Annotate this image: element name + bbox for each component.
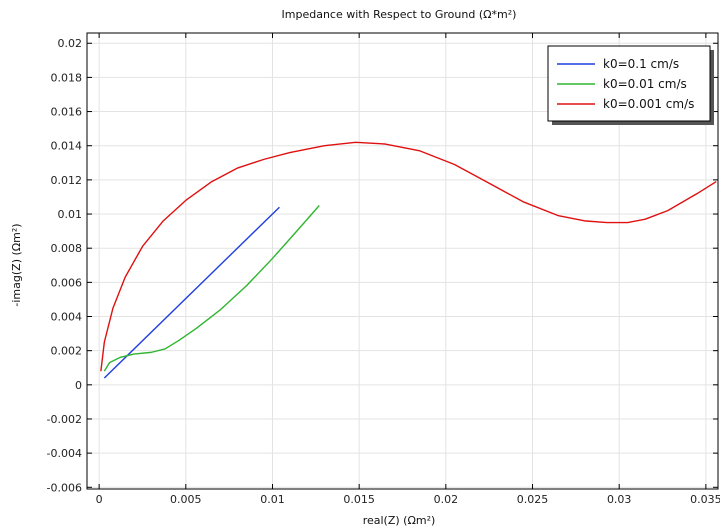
y-tick-label: 0.014 [51,140,83,153]
x-tick-label: 0.035 [690,493,720,506]
legend-items: k0=0.1 cm/s k0=0.01 cm/s k0=0.001 cm/s [557,57,694,111]
y-axis-ticks: -0.006 -0.004 -0.002 0 0.002 0.004 0.006 0.008 0… [47,37,718,494]
y-tick-label: -0.002 [47,413,82,426]
x-tick-label: 0.005 [170,493,202,506]
legend-label: k0=0.01 cm/s [603,77,687,91]
x-tick-label: 0 [96,493,103,506]
y-tick-label: 0.016 [51,106,83,119]
x-tick-label: 0.025 [517,493,549,506]
series-line [103,205,320,372]
y-tick-label: 0.004 [51,311,83,324]
y-tick-label: 0.02 [58,37,83,50]
legend: k0=0.1 cm/s k0=0.01 cm/s k0=0.001 cm/s [547,45,714,125]
chart-title: Impedance with Respect to Ground (Ω*m²) [282,8,517,21]
x-tick-label: 0.02 [434,493,459,506]
series-line [103,206,280,379]
axes [86,32,719,490]
x-tick-label: 0.03 [607,493,632,506]
y-tick-label: 0.006 [51,276,83,289]
y-axis-label: -imag(Z) (Ωm²) [10,223,23,306]
y-tick-label: 0 [75,379,82,392]
y-tick-label: 0.008 [51,242,83,255]
series-line [100,141,717,372]
x-axis-ticks: 0 0.005 0.01 0.015 0.02 0.025 0.03 0.035 [96,33,720,506]
legend-label: k0=0.001 cm/s [603,97,694,111]
legend-label: k0=0.1 cm/s [603,57,679,71]
y-tick-label: 0.01 [58,208,83,221]
y-tick-label: 0.012 [51,174,83,187]
y-tick-label: 0.018 [51,71,83,84]
y-tick-label: -0.004 [47,447,82,460]
plot-frame [86,32,719,490]
x-axis-label: real(Z) (Ωm²) [363,514,436,527]
data-series [100,141,717,379]
y-tick-label: 0.002 [51,345,83,358]
x-tick-label: 0.015 [343,493,375,506]
y-tick-label: -0.006 [47,481,82,494]
x-tick-label: 0.01 [260,493,285,506]
